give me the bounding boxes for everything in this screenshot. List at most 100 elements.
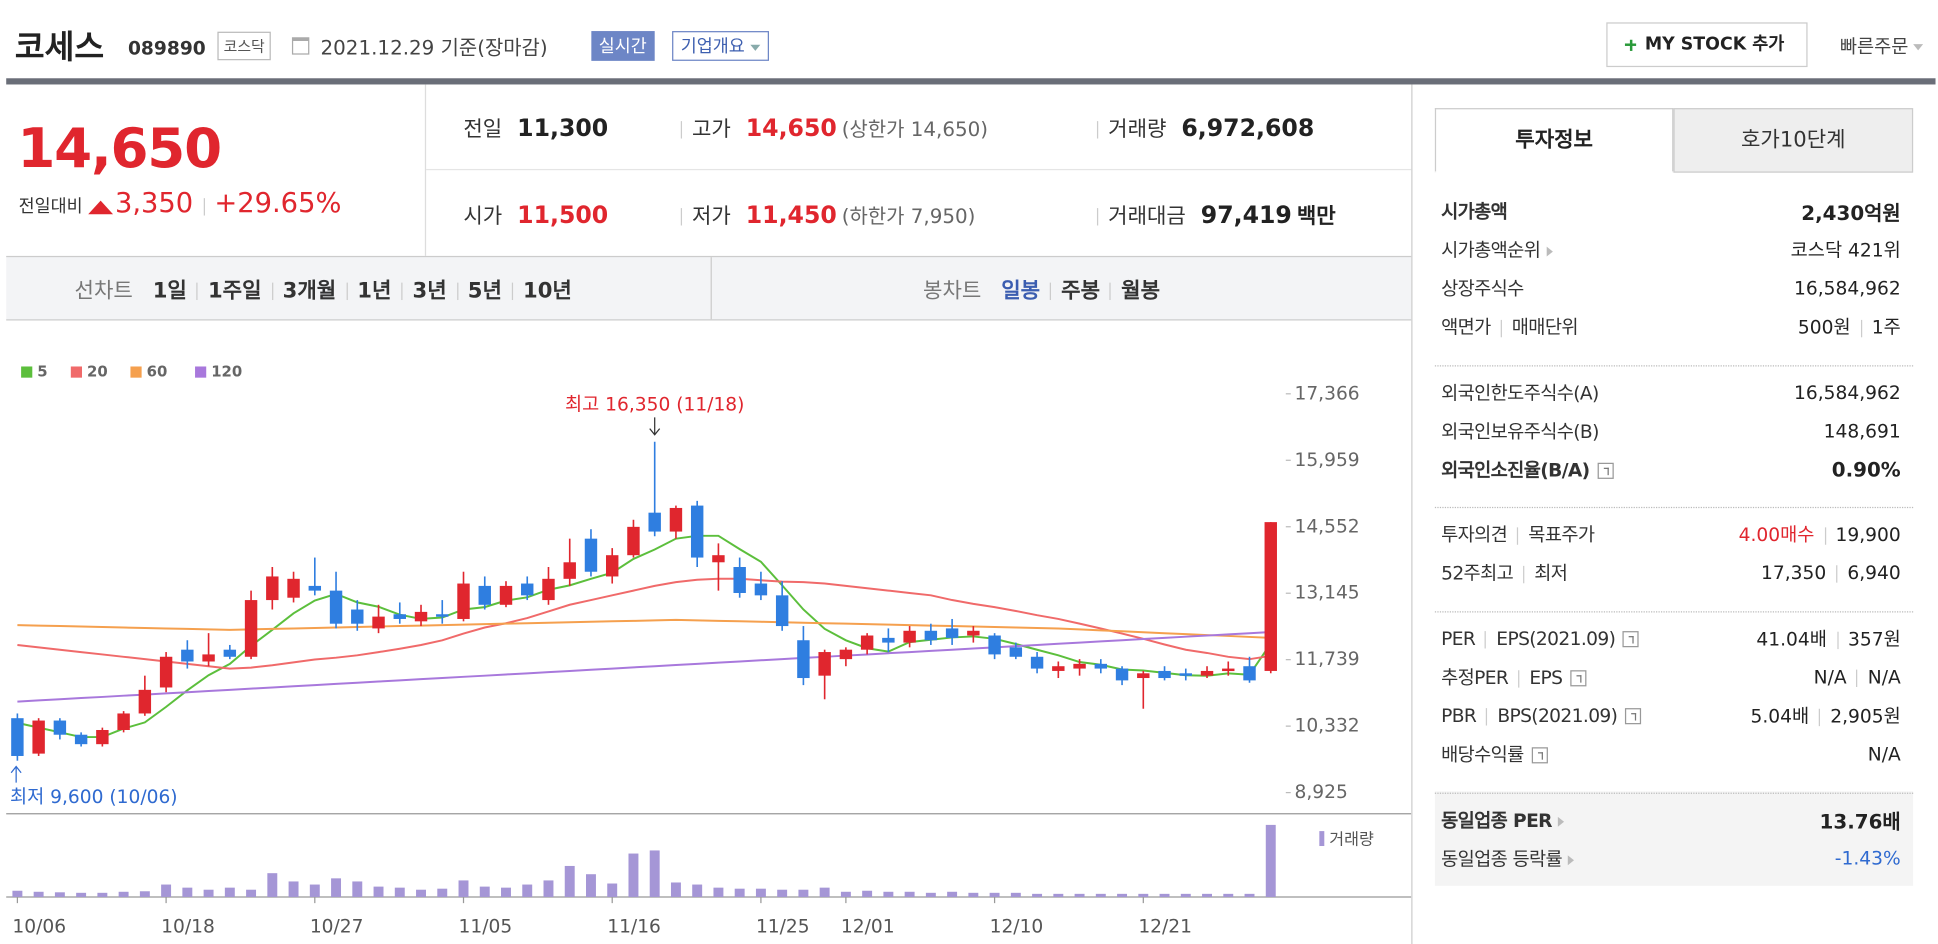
help-icon[interactable] <box>1622 631 1639 648</box>
low-arrow <box>10 765 22 783</box>
legend-label: 5 <box>37 363 47 381</box>
candle-body <box>797 640 810 679</box>
volume-bar <box>33 891 44 897</box>
label-part: PBR <box>1441 704 1477 727</box>
separator <box>1523 565 1525 583</box>
help-icon[interactable] <box>1531 747 1548 764</box>
y-tick-label: 14,552 <box>1294 516 1359 537</box>
volume-bar <box>1180 893 1191 897</box>
candle-body <box>1179 673 1192 676</box>
value-part: N/A <box>1867 742 1901 766</box>
volume-bar <box>288 881 299 897</box>
volume-bar <box>1053 893 1064 897</box>
value-part: 0.90% <box>1831 457 1901 482</box>
summary-value: 11,500 <box>517 201 609 230</box>
separator <box>1860 319 1862 337</box>
summary-item: 저가 11,450 (하한가 7,950) <box>671 198 975 229</box>
volume-bar <box>161 884 172 897</box>
period[interactable]: 3개월 <box>282 278 337 304</box>
help-icon[interactable] <box>1597 462 1614 479</box>
candle-body <box>754 583 768 596</box>
value-part: 6,940 <box>1847 561 1901 584</box>
summary-item: 거래대금 97,419 백만 <box>1087 198 1336 229</box>
summary-label: 시가 <box>463 204 503 230</box>
help-icon[interactable] <box>1569 670 1586 687</box>
my-stock-button[interactable]: MY STOCK 추가 <box>1606 22 1808 68</box>
chart: 8,925 10,332 11,739 13,145 14,552 15,959 17,36… <box>6 363 1412 937</box>
summary-unit: 백만 <box>1296 204 1336 230</box>
value-part: 17,350 <box>1761 561 1827 584</box>
volume-bar <box>840 891 851 897</box>
volume-bar <box>1159 893 1170 897</box>
candle-body <box>627 526 640 556</box>
separator <box>511 282 514 301</box>
sidebar-tab[interactable]: 투자정보 <box>1434 108 1674 173</box>
value-part: 2,905원 <box>1830 705 1901 728</box>
candle-body <box>903 630 916 643</box>
candle-body <box>669 507 683 532</box>
candle-body <box>818 652 831 676</box>
separator <box>1856 668 1858 687</box>
info-label: 52주최고 최저 <box>1441 560 1568 586</box>
summary-value: 6,972,608 <box>1181 114 1315 143</box>
volume-bar <box>585 874 596 897</box>
y-tick-label: 11,739 <box>1294 649 1359 670</box>
volume-bar <box>437 888 448 897</box>
candle-body <box>605 555 619 577</box>
low-annotation: 최저 9,600 (10/06) <box>10 787 178 808</box>
volume-bar <box>12 890 23 897</box>
separator <box>1824 526 1826 545</box>
separator <box>680 208 683 226</box>
dotted-divider <box>1434 506 1914 509</box>
period[interactable]: 10년 <box>523 278 572 304</box>
candle-body <box>775 595 789 627</box>
volume-bar <box>1202 893 1212 897</box>
volume-bar <box>989 892 1000 897</box>
value-part: 357원 <box>1848 627 1901 651</box>
volume-bar <box>1265 824 1276 897</box>
period[interactable]: 5년 <box>467 278 502 304</box>
candle-body <box>882 637 895 643</box>
volume-bar <box>1095 893 1106 897</box>
period[interactable]: 1일 <box>152 278 187 304</box>
info-label: 시가총액 <box>1441 198 1508 224</box>
period[interactable]: 3년 <box>412 278 447 304</box>
volume-bar <box>628 853 639 897</box>
label-part: 상장주식수 <box>1441 277 1524 301</box>
realtime-button[interactable]: 실시간 <box>591 31 655 61</box>
volume-bar <box>692 884 703 897</box>
label-part: 외국인한도주식수(A) <box>1441 382 1599 405</box>
value-part: 500원 <box>1797 316 1851 339</box>
sidebar-tab[interactable]: 호가10단계 <box>1673 108 1914 173</box>
separator <box>1836 564 1838 583</box>
dotted-divider <box>1434 365 1914 367</box>
period[interactable]: 1주일 <box>207 278 262 304</box>
summary-label: 거래량 <box>1108 117 1167 143</box>
volume-bar <box>670 882 681 897</box>
info-value: N/A <box>1868 743 1901 765</box>
divider <box>424 84 427 256</box>
stock-code: 089890 <box>127 37 206 60</box>
volume-bar <box>777 889 788 897</box>
candle-body <box>1030 656 1044 669</box>
period[interactable]: 월봉 <box>1121 278 1161 304</box>
volume-bar <box>97 892 108 897</box>
ma-line <box>17 630 1271 703</box>
period[interactable]: 일봉 <box>1001 278 1041 304</box>
candle-body <box>648 512 661 532</box>
summary-value: 14,650 <box>745 114 837 143</box>
summary-label: 거래대금 <box>1108 204 1186 230</box>
x-tick-label: 10/27 <box>310 916 364 937</box>
info-value: 코스닥 421위 <box>1791 237 1901 263</box>
quick-order[interactable]: 빠른주문 <box>1840 33 1924 59</box>
period[interactable]: 주봉 <box>1061 278 1101 304</box>
candle-body <box>945 628 959 638</box>
help-icon[interactable] <box>1624 708 1641 725</box>
info-label: PBR BPS(2021.09) <box>1441 704 1641 727</box>
period[interactable]: 1년 <box>357 278 392 304</box>
dotted-divider <box>1434 792 1914 794</box>
overview-button[interactable]: 기업개요 <box>672 31 769 61</box>
candle-body <box>1222 668 1235 672</box>
volume-bar <box>798 889 809 897</box>
